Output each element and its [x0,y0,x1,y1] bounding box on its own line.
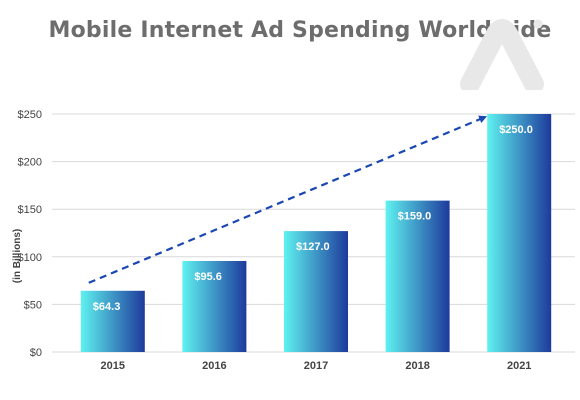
bar-2017 [284,231,348,352]
brand-logo [452,18,552,95]
x-axis: 2015 2016 2017 2018 2021 [101,360,532,372]
y-tick-label: $250 [18,109,42,121]
bars [80,114,552,352]
x-tick-label: 2021 [507,360,531,372]
bar-2016 [182,260,247,352]
y-tick-label: $150 [18,204,42,216]
x-tick-label: 2016 [202,360,226,372]
y-tick-label: $0 [30,347,42,359]
y-axis: $0 $50 $100 $150 $200 $250 [18,109,42,359]
y-axis-label: (in Billions) [12,229,23,283]
bar-2021 [487,114,552,352]
bar-value-label: $127.0 [296,241,330,253]
bar-2018 [385,200,450,352]
y-tick-label: $200 [18,157,42,169]
bar-value-label: $64.3 [93,301,121,313]
y-tick-label: $50 [24,299,42,311]
value-labels: $64.3 $95.6 $127.0 $159.0 $250.0 [93,124,533,313]
bar-value-label: $250.0 [499,124,533,136]
bar-value-label: $95.6 [194,271,222,283]
chart-title: Mobile Internet Ad Spending Worldwide [48,18,552,43]
x-tick-label: 2015 [101,360,125,372]
bar-2015 [80,290,145,352]
x-tick-label: 2018 [405,360,429,372]
y-tick-label: $100 [18,252,42,264]
x-tick-label: 2017 [304,360,328,372]
bar-value-label: $159.0 [398,211,432,223]
